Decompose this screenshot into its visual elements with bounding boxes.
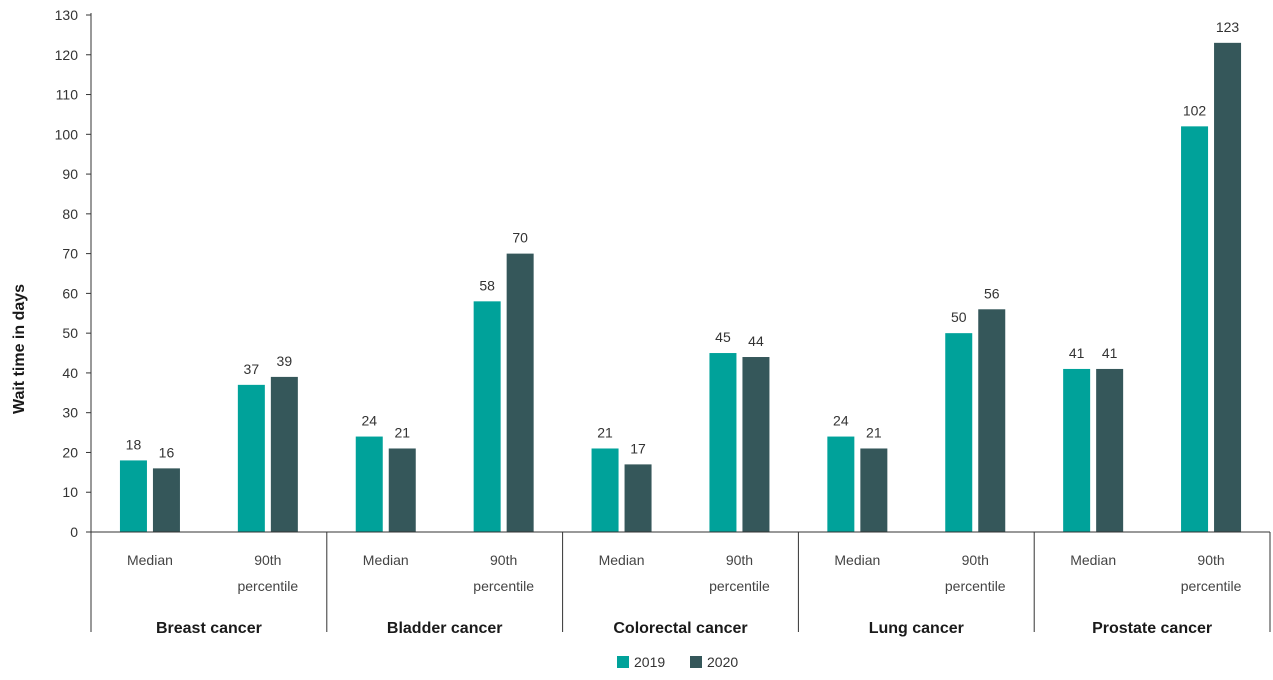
y-tick-label: 90 [62,166,78,182]
x-category-label: percentile [1181,578,1242,594]
y-tick-label: 40 [62,365,78,381]
bar-2020 [1096,368,1124,532]
data-label: 58 [479,277,495,293]
data-label: 56 [984,285,1000,301]
y-tick-label: 130 [55,7,79,23]
data-label: 70 [512,230,528,246]
data-label: 16 [159,444,175,460]
data-label: 102 [1183,102,1207,118]
bars [119,42,1242,532]
y-tick-label: 70 [62,246,78,262]
x-category-label: percentile [473,578,534,594]
data-label: 123 [1216,19,1240,35]
y-tick-label: 0 [70,524,78,540]
bar-2020 [1214,42,1242,532]
bar-2019 [827,436,855,532]
bar-2020 [152,468,180,532]
x-category-label: 90th [962,552,989,568]
bar-2020 [742,357,770,532]
x-category-label: Median [834,552,880,568]
bar-2019 [237,384,265,532]
y-tick-label: 50 [62,325,78,341]
data-label: 21 [394,424,410,440]
bar-2019 [355,436,383,532]
data-label: 21 [597,424,613,440]
x-category-label: Median [1070,552,1116,568]
x-category-label: percentile [237,578,298,594]
data-label: 44 [748,333,764,349]
x-category-label: 90th [490,552,517,568]
bar-2020 [624,464,652,532]
data-label: 18 [126,436,142,452]
bar-2019 [945,333,973,532]
data-label: 21 [866,424,882,440]
x-axis: Median 90th percentile Breast cancer Median 9… [90,531,1271,637]
legend-swatch-2019 [617,656,629,668]
x-category-label: 90th [254,552,281,568]
data-label: 41 [1102,345,1118,361]
y-tick-label: 100 [55,126,79,142]
bar-2019 [591,448,619,532]
data-label: 39 [277,353,293,369]
data-label: 50 [951,309,967,325]
x-category-label: 90th [726,552,753,568]
bar-2019 [709,353,737,532]
y-axis-ticks: 0 10 20 30 40 50 60 70 80 90 100 110 120 130 [55,7,92,540]
group-label: Lung cancer [869,620,964,637]
data-label: 17 [630,440,646,456]
y-tick-label: 20 [62,444,78,460]
bar-2019 [473,301,501,532]
data-label: 41 [1069,345,1085,361]
data-label: 37 [244,361,260,377]
legend: 2019 2020 [617,654,738,670]
x-category-label: Median [363,552,409,568]
x-category-label: Median [599,552,645,568]
legend-label: 2019 [634,654,665,670]
y-tick-label: 10 [62,484,78,500]
bar-2020 [506,253,534,532]
bar-2019 [1181,126,1209,532]
legend-label: 2020 [707,654,738,670]
x-category-label: 90th [1197,552,1224,568]
legend-swatch-2020 [690,656,702,668]
bar-2020 [388,448,416,532]
y-tick-label: 30 [62,405,78,421]
group-label: Colorectal cancer [613,620,747,637]
group-label: Bladder cancer [387,620,503,637]
y-tick-label: 80 [62,206,78,222]
bar-2020 [270,376,298,532]
group-label: Prostate cancer [1092,620,1212,637]
bar-2019 [1063,368,1091,532]
data-label: 24 [833,413,849,429]
bar-2019 [119,460,147,532]
y-tick-label: 60 [62,285,78,301]
bar-2020 [860,448,888,532]
data-labels: 18 37 24 58 21 45 24 50 41 102 16 39 21 70 17 44 21 56 41 1… [126,19,1240,461]
bar-2020 [978,309,1006,532]
x-category-label: percentile [709,578,770,594]
x-category-label: percentile [945,578,1006,594]
y-axis-label: Wait time in days [11,284,28,414]
y-tick-label: 110 [56,87,79,103]
group-label: Breast cancer [156,620,262,637]
x-category-label: Median [127,552,173,568]
y-tick-label: 120 [55,47,79,63]
data-label: 24 [361,413,377,429]
data-label: 45 [715,329,731,345]
